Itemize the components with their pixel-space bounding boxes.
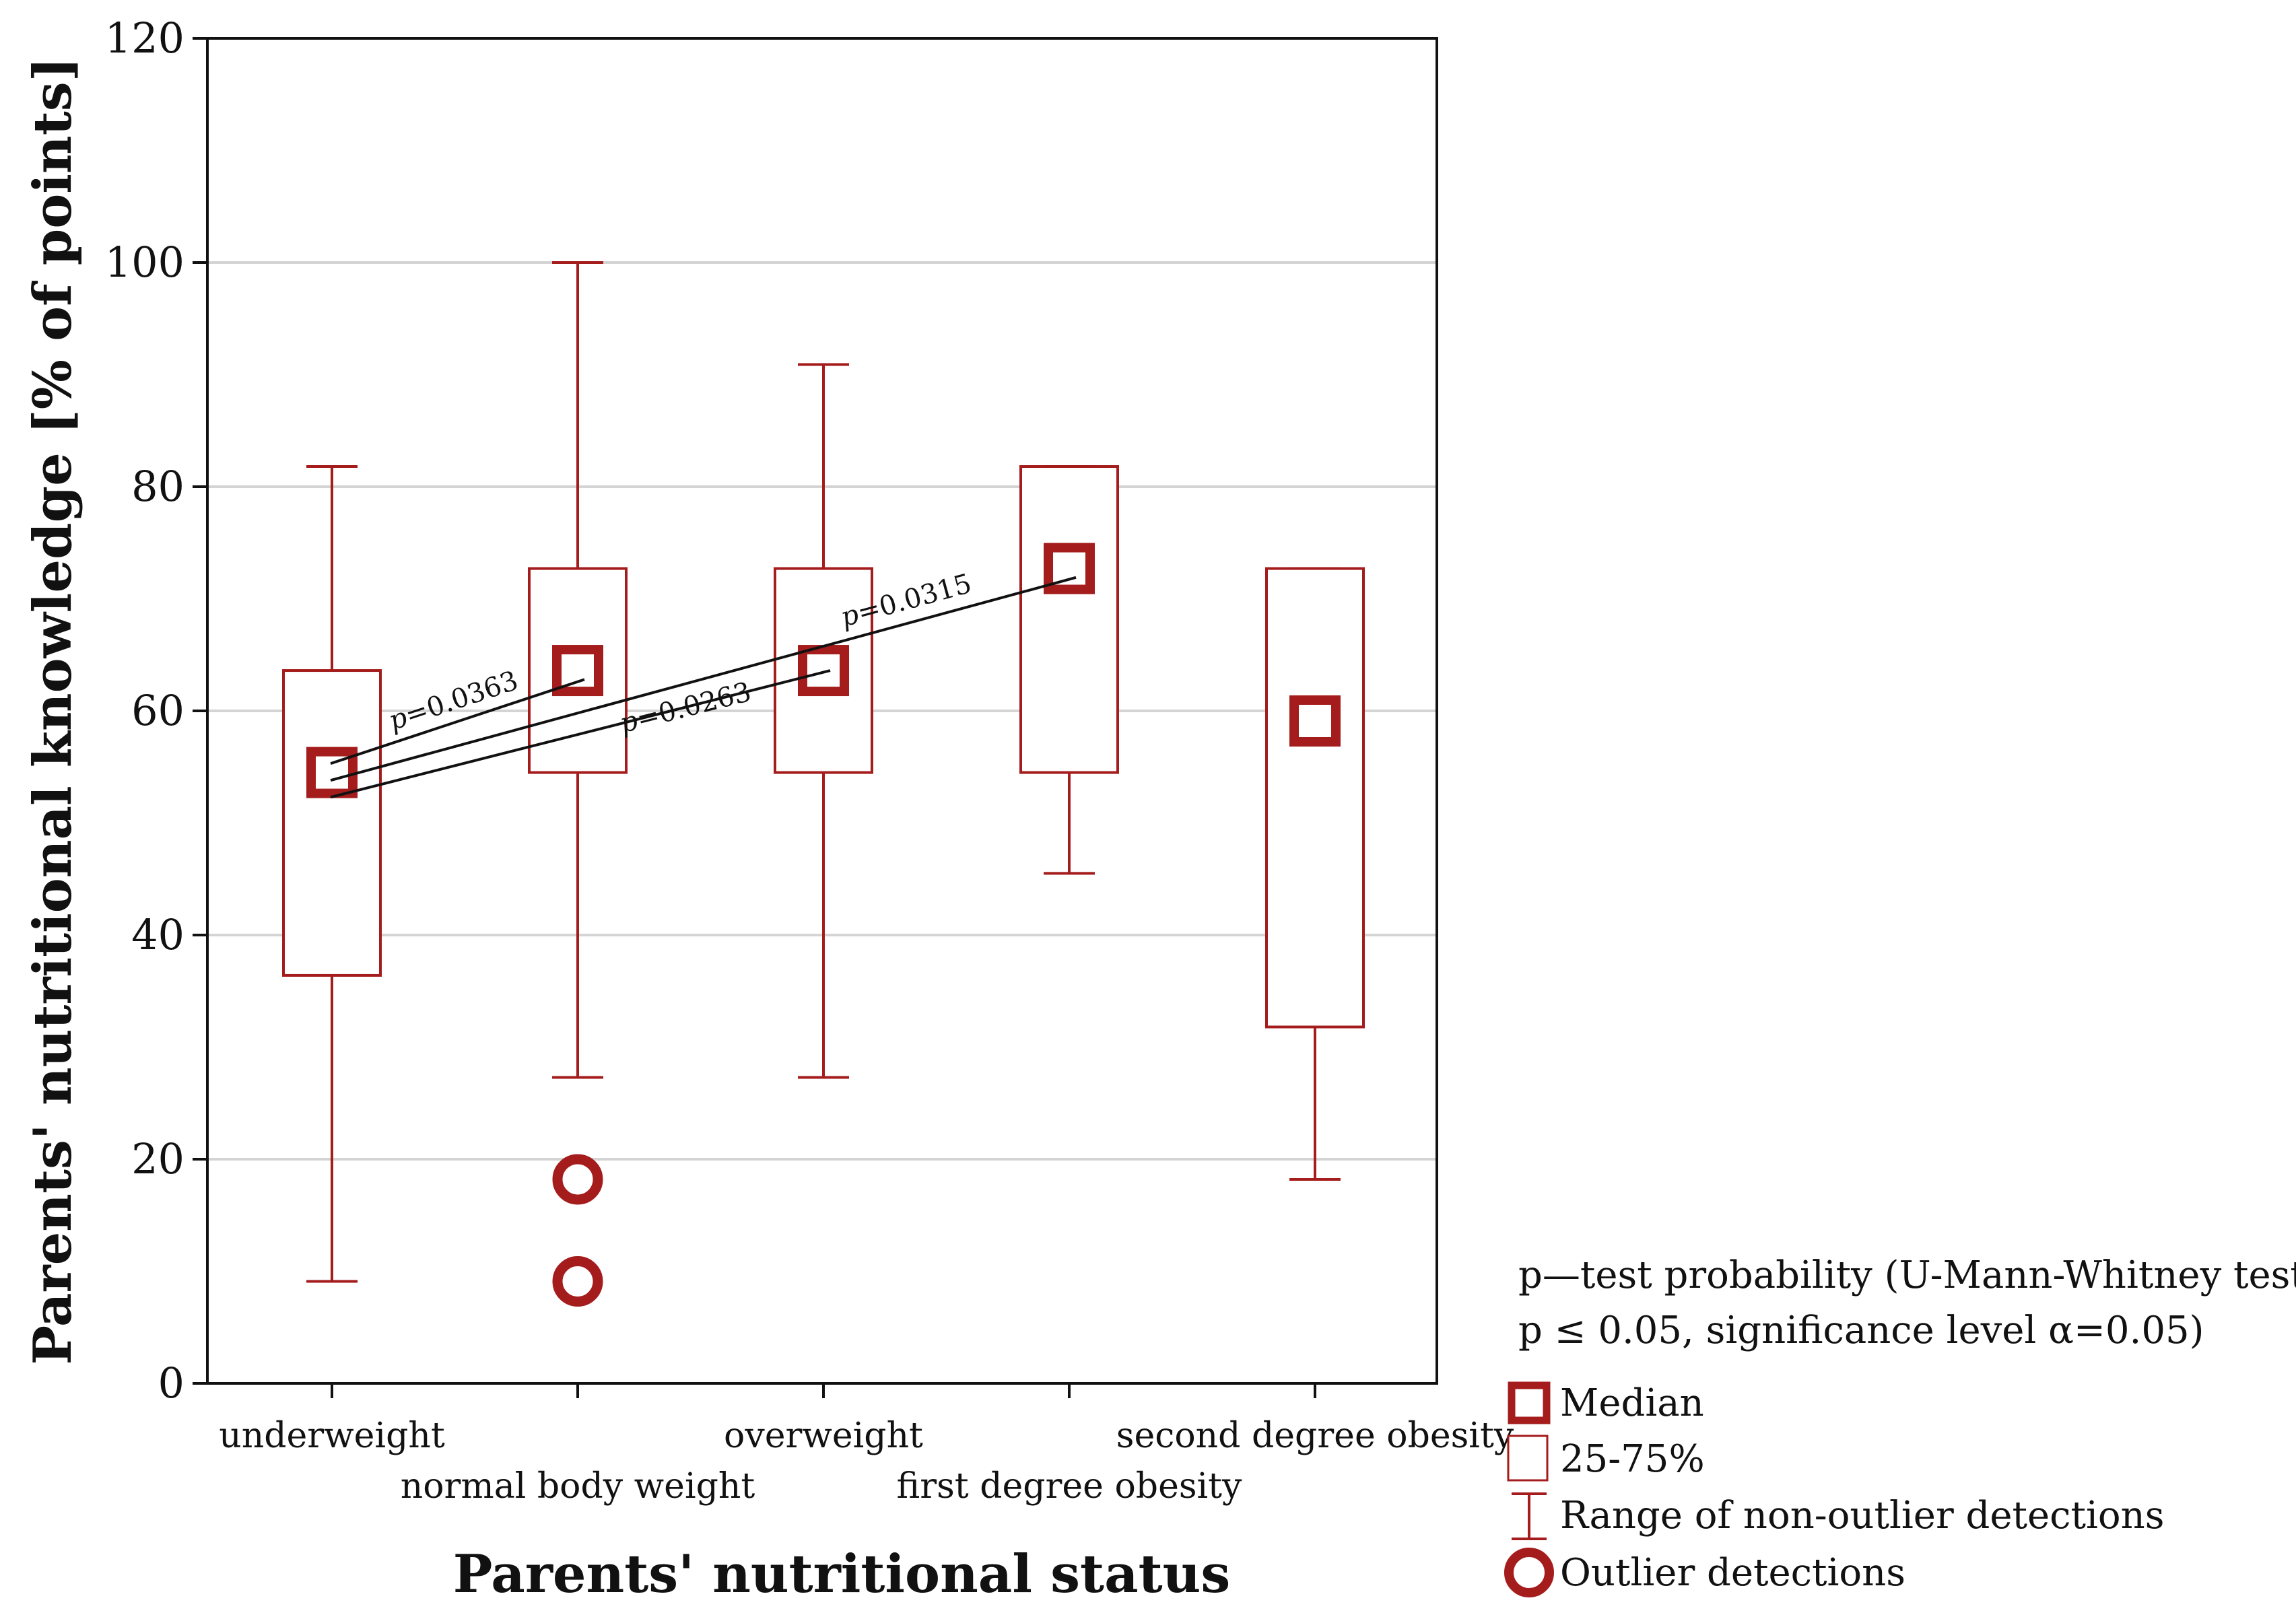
median-marker-4 bbox=[1289, 695, 1341, 747]
iqr-box-4 bbox=[1265, 567, 1365, 1029]
legend-note-line2: p ≤ 0.05, significance level α=0.05) bbox=[1518, 1309, 2204, 1352]
outlier-circle-icon bbox=[1504, 1548, 1554, 1597]
x-axis-title: Parents' nutritional status bbox=[453, 1544, 1231, 1605]
outlier-point-1-1 bbox=[552, 1255, 603, 1307]
legend-note-line1: p—test probability (U-Mann-Whitney test, bbox=[1518, 1253, 2296, 1297]
box-icon bbox=[1507, 1435, 1549, 1482]
x-tick-label-4: second degree obesity bbox=[1116, 1416, 1514, 1456]
x-tick-label-2: overweight bbox=[724, 1416, 923, 1456]
boxes bbox=[282, 261, 1365, 1307]
median-marker-1 bbox=[552, 645, 603, 697]
x-axis-ticks: underweight normal body weight overweight f… bbox=[219, 1383, 1514, 1507]
y-tick-label-20: 20 bbox=[131, 1134, 184, 1183]
median-marker-2 bbox=[798, 645, 849, 697]
y-axis-ticks: 0 20 40 60 80 100 120 bbox=[105, 13, 207, 1408]
x-tick-label-0: underweight bbox=[219, 1416, 445, 1456]
y-tick-label-40: 40 bbox=[131, 910, 184, 959]
median-square-icon bbox=[1508, 1381, 1551, 1424]
y-axis-title: Parents' nutritional knowledge [% of poi… bbox=[22, 57, 83, 1365]
significance-label-1: p=0.0263 bbox=[617, 677, 754, 740]
outlier-point-1-0 bbox=[552, 1154, 603, 1205]
significance-label-0: p=0.0363 bbox=[385, 665, 522, 736]
iqr-box-3 bbox=[1019, 465, 1119, 774]
iqr-box-0 bbox=[282, 669, 382, 977]
x-tick-label-3: first degree obesity bbox=[897, 1466, 1243, 1507]
significance-line-2 bbox=[330, 576, 1077, 782]
plot-area-frame bbox=[206, 37, 1438, 1385]
y-tick-label-60: 60 bbox=[131, 686, 184, 735]
x-tick-label-1: normal body weight bbox=[401, 1466, 755, 1507]
legend-label-box: 25-75% bbox=[1560, 1437, 1705, 1481]
legend: p—test probability (U-Mann-Whitney test,… bbox=[1504, 1253, 2296, 1597]
y-tick-label-100: 100 bbox=[105, 238, 184, 287]
significance-line-0 bbox=[330, 678, 585, 765]
legend-label-outlier: Outlier detections bbox=[1560, 1551, 1905, 1595]
significance-label-value-1: =0.0263 bbox=[634, 677, 754, 735]
legend-label-whisker: Range of non-outlier detections bbox=[1560, 1494, 2164, 1538]
y-tick-label-120: 120 bbox=[105, 13, 184, 63]
significance-line-1 bbox=[330, 669, 831, 799]
y-tick-label-80: 80 bbox=[131, 462, 184, 511]
legend-label-median: Median bbox=[1560, 1381, 1704, 1425]
whisker-icon bbox=[1512, 1492, 1547, 1540]
y-tick-label-0: 0 bbox=[158, 1358, 184, 1408]
